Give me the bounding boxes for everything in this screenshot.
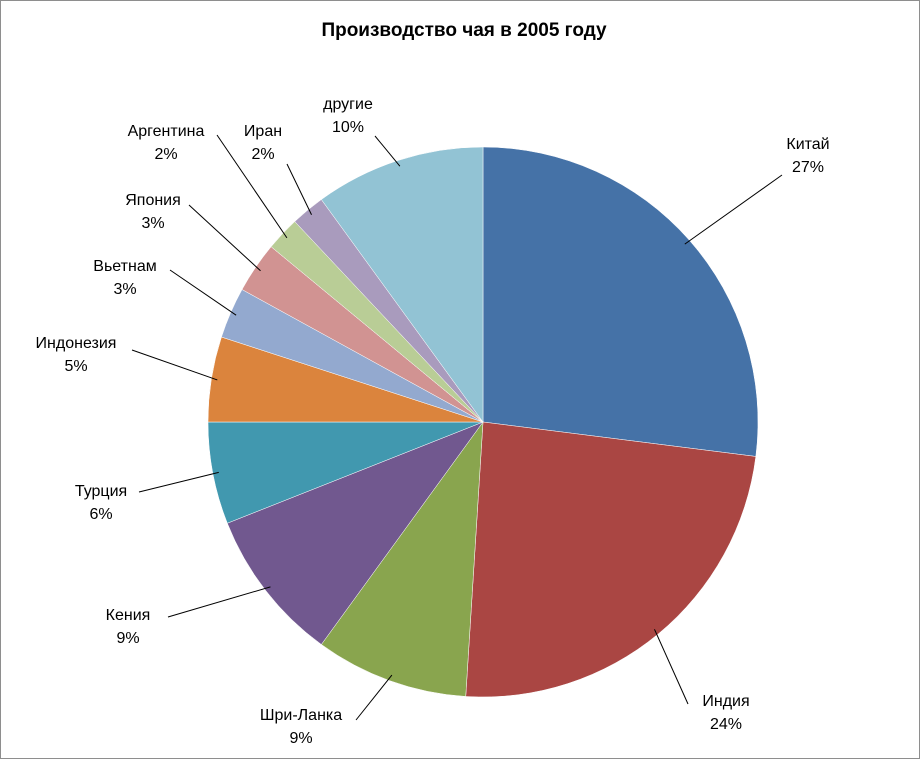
pie-slice-11 — [321, 146, 484, 423]
slice-percent-label: 24% — [710, 716, 742, 733]
pie-slice-1 — [482, 146, 759, 457]
leader-line-5 — [138, 471, 219, 493]
slice-category-label: Иран — [244, 123, 282, 140]
leader-line-2 — [654, 629, 689, 705]
pie-slices — [207, 146, 759, 698]
slice-category-label: Китай — [786, 136, 829, 153]
leader-line-11 — [374, 135, 401, 167]
data-labels: Китай 27% Индия 24% Шри-Ланка 9% Кения 9% Турция… — [36, 96, 830, 747]
slice-category-label: Турция — [75, 483, 127, 500]
slice-category-label: Вьетнам — [93, 258, 156, 275]
slice-category-label: Индонезия — [36, 335, 117, 352]
slice-percent-label: 10% — [332, 119, 364, 136]
slice-category-label: Шри-Ланка — [260, 707, 342, 724]
leader-line-9 — [216, 134, 288, 239]
slice-category-label: другие — [323, 96, 373, 113]
pie-slice-2 — [465, 421, 757, 698]
leader-line-3 — [355, 674, 393, 721]
slice-percent-label: 9% — [289, 730, 312, 747]
slice-category-label: Индия — [702, 693, 749, 710]
slice-percent-label: 9% — [116, 630, 139, 647]
slice-category-label: Кения — [106, 607, 151, 624]
leader-line-1 — [684, 174, 783, 245]
chart-title: Производство чая в 2005 году — [321, 20, 607, 41]
pie-slice-3 — [321, 421, 484, 697]
slice-percent-label: 6% — [89, 506, 112, 523]
slice-category-label: Япония — [125, 192, 181, 209]
slice-percent-label: 2% — [251, 146, 274, 163]
slice-percent-label: 3% — [113, 281, 136, 298]
leader-lines — [131, 134, 783, 721]
slice-percent-label: 3% — [141, 215, 164, 232]
slice-percent-label: 2% — [154, 146, 177, 163]
leader-line-7 — [169, 269, 237, 316]
slice-percent-label: 5% — [64, 358, 87, 375]
leader-line-8 — [188, 204, 261, 272]
slice-percent-label: 27% — [792, 159, 824, 176]
leader-line-10 — [286, 163, 312, 215]
slice-category-label: Аргентина — [128, 123, 205, 140]
pie-slice-4 — [226, 421, 484, 645]
leader-line-4 — [167, 586, 271, 618]
leader-line-6 — [131, 349, 218, 381]
